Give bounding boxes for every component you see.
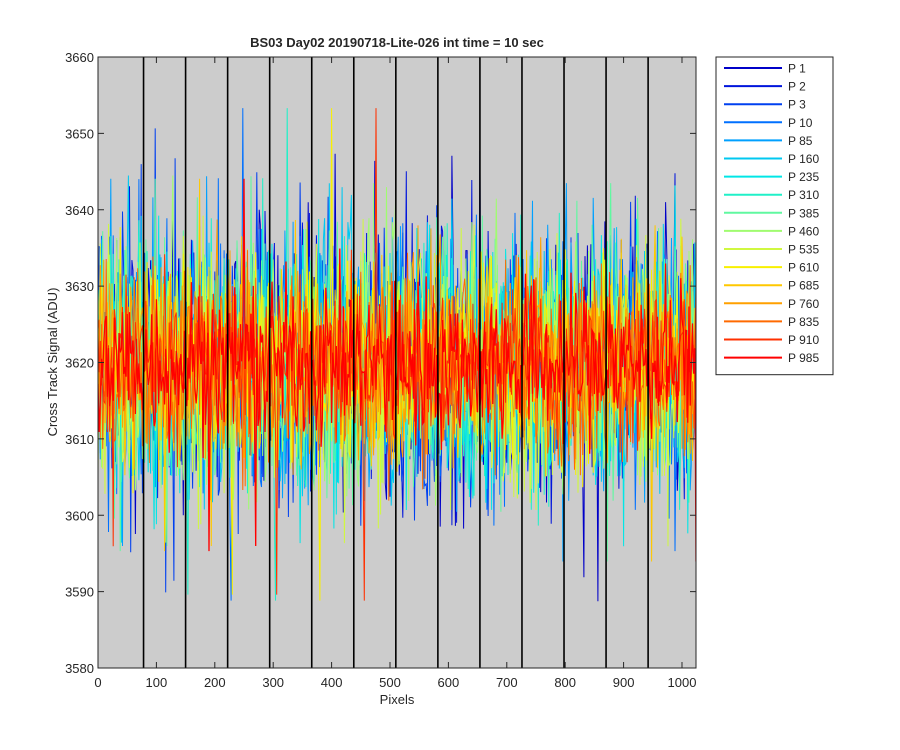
series-line-p985 bbox=[98, 178, 696, 562]
x-tick-label: 600 bbox=[438, 675, 460, 690]
legend-entry-label: P 3 bbox=[788, 98, 806, 112]
x-tick-label: 300 bbox=[262, 675, 284, 690]
y-tick-label: 3580 bbox=[65, 661, 94, 676]
separator-layer bbox=[142, 57, 649, 668]
x-tick-label: 700 bbox=[496, 675, 518, 690]
legend-entry-label: P 535 bbox=[788, 243, 819, 257]
legend-entry-label: P 10 bbox=[788, 116, 813, 130]
y-tick-label: 3650 bbox=[65, 126, 94, 141]
y-axis-label: Cross Track Signal (ADU) bbox=[45, 288, 60, 437]
x-tick-label: 0 bbox=[94, 675, 101, 690]
x-axis-label: Pixels bbox=[380, 692, 415, 707]
legend-entry-label: P 385 bbox=[788, 206, 819, 220]
legend: P 1 P 2 P 3 P 10 P 85 P 160 P 235 P 310 P 385 P 4… bbox=[715, 56, 834, 376]
legend-entry-label: P 2 bbox=[788, 80, 806, 94]
x-tick-label: 100 bbox=[146, 675, 168, 690]
x-tick-label: 200 bbox=[204, 675, 226, 690]
chart-title: BS03 Day02 20190718-Lite-026 int time = … bbox=[250, 35, 544, 50]
y-axis: 3580 3590 3600 3610 3620 3630 3640 3650 3660 bbox=[65, 50, 696, 676]
legend-entry-label: P 685 bbox=[788, 279, 819, 293]
legend-entry-label: P 1 bbox=[788, 62, 806, 76]
x-tick-label: 1000 bbox=[668, 675, 697, 690]
legend-entry-label: P 910 bbox=[788, 333, 819, 347]
x-tick-label: 400 bbox=[321, 675, 343, 690]
y-tick-label: 3660 bbox=[65, 50, 94, 65]
x-tick-label: 500 bbox=[379, 675, 401, 690]
y-tick-label: 3610 bbox=[65, 432, 94, 447]
y-tick-label: 3620 bbox=[65, 356, 94, 371]
legend-entry-label: P 985 bbox=[788, 351, 819, 365]
series-layer bbox=[98, 108, 696, 602]
legend-entry-label: P 835 bbox=[788, 315, 819, 329]
x-tick-label: 800 bbox=[554, 675, 576, 690]
legend-entry-label: P 160 bbox=[788, 152, 819, 166]
legend-entry-label: P 235 bbox=[788, 170, 819, 184]
legend-entry-label: P 760 bbox=[788, 297, 819, 311]
legend-entry-label: P 85 bbox=[788, 134, 813, 148]
y-tick-label: 3640 bbox=[65, 203, 94, 218]
x-tick-label: 900 bbox=[613, 675, 635, 690]
legend-entry-label: P 460 bbox=[788, 224, 819, 238]
y-tick-label: 3600 bbox=[65, 508, 94, 523]
legend-entry-label: P 610 bbox=[788, 261, 819, 275]
legend-entry-label: P 310 bbox=[788, 188, 819, 202]
y-tick-label: 3630 bbox=[65, 279, 94, 294]
plot-area bbox=[97, 56, 697, 669]
x-axis: 0 100 200 300 400 500 600 700 800 900 1000 bbox=[94, 57, 696, 690]
y-tick-label: 3590 bbox=[65, 585, 94, 600]
